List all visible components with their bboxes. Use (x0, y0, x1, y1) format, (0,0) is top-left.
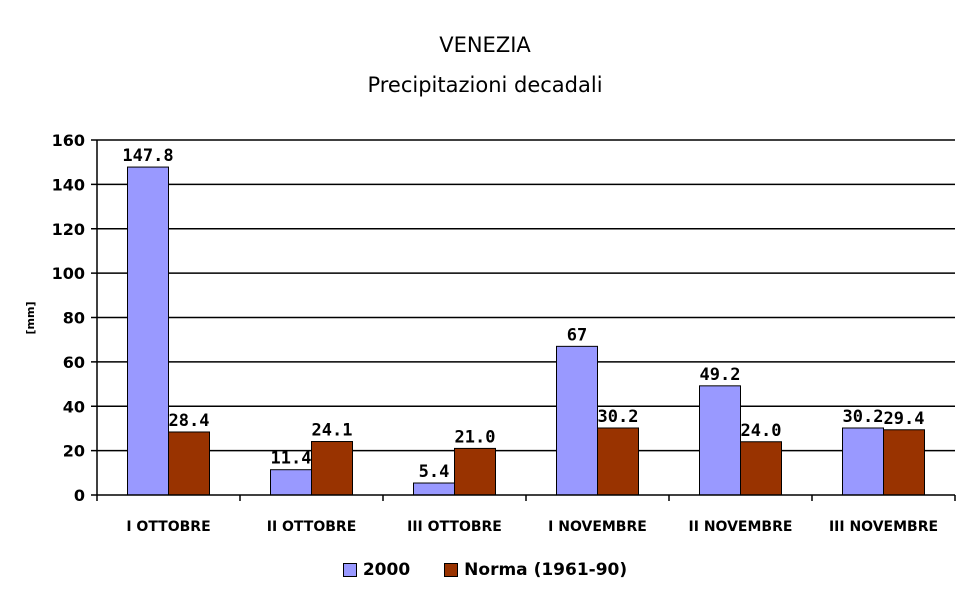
bar (597, 427, 639, 496)
x-tick-label: I NOVEMBRE (548, 519, 647, 535)
x-tick-label: I OTTOBRE (126, 519, 210, 535)
legend-swatch-norma (444, 563, 459, 577)
gridlines (97, 139, 955, 452)
x-tick-label: III NOVEMBRE (829, 519, 938, 535)
bar (699, 385, 741, 496)
bar (454, 447, 496, 496)
data-label: 21.0 (455, 427, 496, 447)
data-label: 29.4 (884, 409, 925, 429)
bar (311, 441, 353, 496)
y-tick-label: 140 (52, 175, 85, 194)
y-tick-label: 80 (63, 309, 85, 328)
y-tick-label: 100 (52, 264, 85, 283)
data-label: 24.1 (312, 421, 353, 441)
bars (127, 166, 925, 496)
data-label: 30.2 (843, 407, 884, 427)
data-label: 28.4 (169, 411, 210, 431)
bar (740, 441, 782, 496)
legend-swatch-2000 (342, 563, 357, 577)
data-label: 24.0 (741, 421, 782, 441)
data-label: 30.2 (598, 407, 639, 427)
bar (270, 469, 312, 496)
y-axis-label: [mm] (24, 302, 37, 335)
y-tick-label: 160 (52, 131, 85, 150)
data-label: 49.2 (700, 365, 741, 385)
chart-title: VENEZIA (439, 33, 531, 57)
data-labels: 147.8 11.4 5.4 67 49.2 30.2 28.4 24.1 21.0 30.2 24… (122, 146, 924, 482)
data-label: 11.4 (271, 449, 312, 469)
legend-item-norma: Norma (1961-90) (444, 560, 627, 580)
bar (127, 166, 169, 496)
chart-subtitle: Precipitazioni decadali (367, 73, 603, 97)
y-tick-label: 0 (74, 486, 85, 505)
data-label: 5.4 (419, 462, 450, 482)
legend-label-2000: 2000 (362, 560, 411, 580)
axes: 0 20 40 60 80 100 120 140 160 I OTTOBRE II OTTOBRE… (52, 131, 956, 535)
bar (556, 345, 598, 496)
x-tick-label: II OTTOBRE (267, 519, 357, 535)
y-tick-label: 20 (63, 442, 85, 461)
x-tick-label: II NOVEMBRE (689, 519, 793, 535)
legend-item-2000: 2000 (342, 560, 411, 580)
bar (413, 482, 455, 496)
legend-label-norma: Norma (1961-90) (464, 560, 628, 580)
data-label: 147.8 (122, 146, 173, 166)
bar (168, 431, 210, 496)
data-label: 67 (567, 325, 587, 345)
y-tick-label: 120 (52, 220, 85, 239)
legend: 2000 Norma (1961-90) (0, 560, 970, 580)
bar (842, 427, 884, 496)
x-tick-label: III OTTOBRE (407, 519, 502, 535)
y-tick-label: 40 (63, 397, 85, 416)
y-tick-label: 60 (63, 353, 85, 372)
bar (883, 429, 925, 496)
